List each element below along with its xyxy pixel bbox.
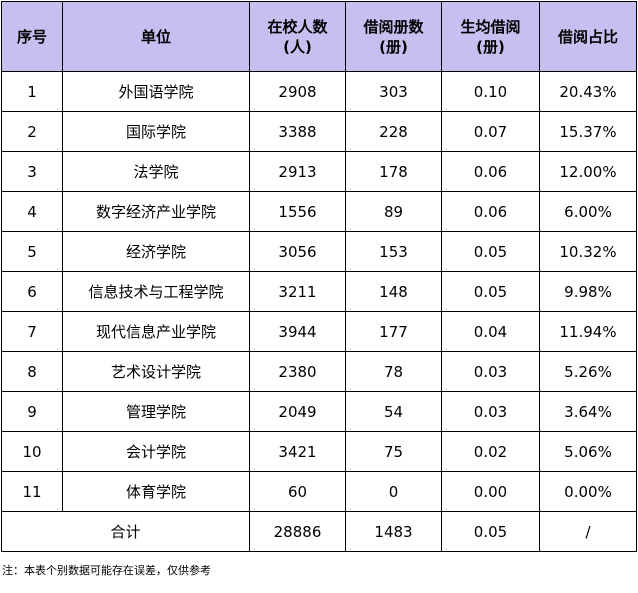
cell-students: 3056 — [249, 231, 346, 272]
cell-students: 2908 — [249, 71, 346, 112]
cell-unit: 经济学院 — [62, 231, 250, 272]
cell-borrowed: 54 — [345, 391, 442, 432]
cell-unit: 现代信息产业学院 — [62, 311, 250, 352]
cell-index: 6 — [1, 271, 63, 312]
cell-index: 1 — [1, 71, 63, 112]
cell-unit: 法学院 — [62, 151, 250, 192]
cell-students: 2913 — [249, 151, 346, 192]
cell-share: 10.32% — [539, 231, 637, 272]
table-row: 1 外国语学院 2908 303 0.10 20.43% — [1, 71, 637, 112]
header-students: 在校人数 (人) — [249, 1, 346, 72]
header-per-student: 生均借阅 (册) — [441, 1, 540, 72]
cell-students: 3421 — [249, 431, 346, 472]
cell-index: 7 — [1, 311, 63, 352]
cell-borrowed: 153 — [345, 231, 442, 272]
total-students: 28886 — [249, 511, 346, 552]
cell-per-student: 0.04 — [441, 311, 540, 352]
cell-students: 2049 — [249, 391, 346, 432]
cell-unit: 信息技术与工程学院 — [62, 271, 250, 312]
cell-borrowed: 0 — [345, 471, 442, 512]
cell-unit: 数字经济产业学院 — [62, 191, 250, 232]
cell-index: 2 — [1, 111, 63, 152]
cell-students: 3388 — [249, 111, 346, 152]
cell-index: 4 — [1, 191, 63, 232]
table-row: 5 经济学院 3056 153 0.05 10.32% — [1, 231, 637, 272]
cell-per-student: 0.05 — [441, 271, 540, 312]
cell-students: 2380 — [249, 351, 346, 392]
cell-per-student: 0.02 — [441, 431, 540, 472]
cell-share: 3.64% — [539, 391, 637, 432]
cell-borrowed: 228 — [345, 111, 442, 152]
cell-share: 5.26% — [539, 351, 637, 392]
total-row: 合计 28886 1483 0.05 / — [1, 511, 637, 552]
cell-share: 5.06% — [539, 431, 637, 472]
cell-share: 15.37% — [539, 111, 637, 152]
cell-borrowed: 89 — [345, 191, 442, 232]
table-row: 6 信息技术与工程学院 3211 148 0.05 9.98% — [1, 271, 637, 312]
total-label: 合计 — [1, 511, 250, 552]
header-borrowed: 借阅册数 (册) — [345, 1, 442, 72]
cell-borrowed: 177 — [345, 311, 442, 352]
total-share: / — [539, 511, 637, 552]
cell-index: 11 — [1, 471, 63, 512]
table-note: 注：本表个别数据可能存在误差，仅供参考 — [2, 564, 211, 577]
cell-unit: 国际学院 — [62, 111, 250, 152]
cell-index: 9 — [1, 391, 63, 432]
cell-students: 3211 — [249, 271, 346, 312]
cell-index: 8 — [1, 351, 63, 392]
cell-index: 10 — [1, 431, 63, 472]
header-unit: 单位 — [62, 1, 250, 72]
header-share: 借阅占比 — [539, 1, 637, 72]
table-row: 11 体育学院 60 0 0.00 0.00% — [1, 471, 637, 512]
cell-per-student: 0.07 — [441, 111, 540, 152]
cell-per-student: 0.10 — [441, 71, 540, 112]
cell-per-student: 0.00 — [441, 471, 540, 512]
cell-share: 12.00% — [539, 151, 637, 192]
cell-unit: 艺术设计学院 — [62, 351, 250, 392]
table-row: 9 管理学院 2049 54 0.03 3.64% — [1, 391, 637, 432]
cell-per-student: 0.05 — [441, 231, 540, 272]
cell-borrowed: 178 — [345, 151, 442, 192]
cell-students: 3944 — [249, 311, 346, 352]
cell-per-student: 0.06 — [441, 151, 540, 192]
cell-borrowed: 303 — [345, 71, 442, 112]
header-row: 序号 单位 在校人数 (人) 借阅册数 (册) 生均借阅 (册) 借阅占比 — [1, 1, 637, 72]
cell-unit: 会计学院 — [62, 431, 250, 472]
cell-share: 6.00% — [539, 191, 637, 232]
cell-share: 9.98% — [539, 271, 637, 312]
cell-index: 3 — [1, 151, 63, 192]
cell-per-student: 0.03 — [441, 391, 540, 432]
table-body: 1 外国语学院 2908 303 0.10 20.43% 2 国际学院 3388 228 0.07 1… — [1, 71, 637, 512]
cell-share: 11.94% — [539, 311, 637, 352]
statistics-table: 序号 单位 在校人数 (人) 借阅册数 (册) 生均借阅 (册) 借阅占比 1 外国语学… — [1, 1, 637, 552]
cell-unit: 体育学院 — [62, 471, 250, 512]
cell-index: 5 — [1, 231, 63, 272]
total-borrowed: 1483 — [345, 511, 442, 552]
table-row: 7 现代信息产业学院 3944 177 0.04 11.94% — [1, 311, 637, 352]
cell-students: 1556 — [249, 191, 346, 232]
cell-unit: 外国语学院 — [62, 71, 250, 112]
table-row: 10 会计学院 3421 75 0.02 5.06% — [1, 431, 637, 472]
table-row: 8 艺术设计学院 2380 78 0.03 5.26% — [1, 351, 637, 392]
cell-students: 60 — [249, 471, 346, 512]
cell-borrowed: 148 — [345, 271, 442, 312]
table-row: 4 数字经济产业学院 1556 89 0.06 6.00% — [1, 191, 637, 232]
cell-borrowed: 78 — [345, 351, 442, 392]
header-index: 序号 — [1, 1, 63, 72]
cell-per-student: 0.06 — [441, 191, 540, 232]
cell-borrowed: 75 — [345, 431, 442, 472]
cell-share: 20.43% — [539, 71, 637, 112]
cell-per-student: 0.03 — [441, 351, 540, 392]
cell-share: 0.00% — [539, 471, 637, 512]
total-per-student: 0.05 — [441, 511, 540, 552]
table-row: 3 法学院 2913 178 0.06 12.00% — [1, 151, 637, 192]
table-row: 2 国际学院 3388 228 0.07 15.37% — [1, 111, 637, 152]
cell-unit: 管理学院 — [62, 391, 250, 432]
